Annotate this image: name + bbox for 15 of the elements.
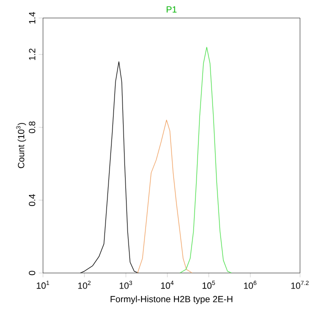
x-axis-title: Formyl-Histone H2B type 2E-H <box>110 296 232 304</box>
x-tick-label: 10$^{5}$ <box>202 280 215 289</box>
chart-title: P1 <box>166 6 177 12</box>
y-tick-label: 1.4 <box>29 12 36 24</box>
y-axis-title: Count (10$^{3}$) <box>16 122 26 168</box>
x-tick-label: 10$^{2}$ <box>78 280 91 289</box>
x-tick-label: 10$^{3}$ <box>120 280 132 289</box>
y-tick-label: 0 <box>28 270 36 276</box>
x-tick-label: 10$^{6}$ <box>244 280 256 289</box>
x-tick-label: 10$^{1}$ <box>36 280 50 289</box>
y-tick-label: 0.8 <box>28 121 36 134</box>
x-tick-label: 10$^{4}$ <box>161 280 174 289</box>
x-tick-label: 10$^{7.2}$ <box>291 280 309 289</box>
y-tick-label: 0.4 <box>28 194 36 206</box>
y-tick-label: 1.2 <box>28 48 36 60</box>
